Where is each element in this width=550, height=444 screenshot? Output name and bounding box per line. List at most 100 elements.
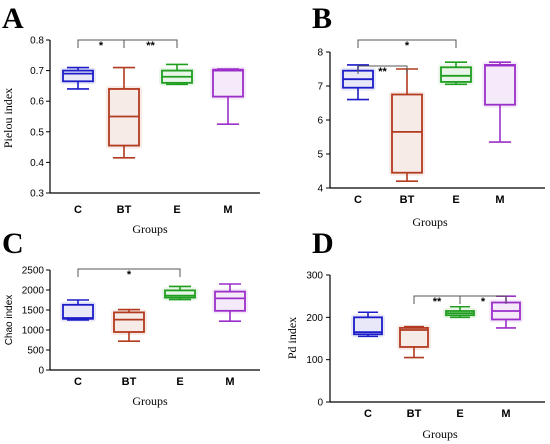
y-tick-label: 0.3 — [30, 189, 44, 200]
y-tick-label: 0.8 — [30, 36, 44, 47]
box-E — [162, 285, 198, 301]
panel-letter-A: A — [2, 2, 24, 35]
y-tick-label: 8 — [317, 48, 323, 59]
significance-label: * — [127, 269, 132, 281]
x-axis-title: Groups — [422, 427, 458, 441]
box-BT — [389, 68, 425, 182]
significance-bracket: ** — [123, 39, 178, 52]
significance-bracket: * — [357, 39, 457, 52]
x-category-label: BT — [400, 194, 415, 206]
box-M — [210, 66, 246, 125]
y-tick-label: 500 — [27, 346, 44, 357]
panel-letter-C: C — [2, 227, 24, 260]
y-axis-title: Chao index — [4, 295, 15, 346]
significance-label: ** — [378, 66, 387, 78]
y-tick-label: 200 — [306, 313, 323, 324]
box-glow — [212, 288, 248, 314]
y-tick-label: 4 — [317, 184, 323, 195]
box-BT — [111, 308, 147, 343]
box-iqr — [164, 289, 196, 299]
x-category-label: C — [354, 194, 362, 206]
x-category-label: M — [495, 194, 504, 206]
x-category-label: C — [364, 408, 372, 420]
bracket-line — [123, 39, 178, 48]
box-E — [159, 63, 195, 86]
box-iqr — [62, 69, 94, 83]
y-tick-label: 0 — [317, 398, 323, 409]
significance-bracket: * — [459, 295, 507, 308]
box-M — [212, 283, 248, 323]
box-iqr — [212, 68, 244, 98]
y-tick-label: 0.6 — [30, 97, 44, 108]
significance-label: * — [481, 296, 486, 308]
x-category-label: C — [74, 376, 82, 388]
box-glow — [482, 61, 518, 108]
significance-bracket: * — [77, 39, 125, 52]
box-BT — [397, 324, 431, 359]
bracket-line — [77, 268, 181, 277]
box-iqr — [399, 327, 429, 348]
x-category-label: E — [176, 376, 183, 388]
significance-label: * — [405, 40, 410, 52]
significance-bracket: * — [77, 268, 181, 281]
y-tick-label: 300 — [306, 271, 323, 282]
box-iqr — [214, 290, 246, 312]
panel-letter-D: D — [312, 227, 334, 260]
x-category-label: E — [456, 408, 463, 420]
bracket-line — [357, 39, 457, 48]
y-tick-label: 0 — [38, 366, 44, 377]
box-glow — [111, 309, 147, 335]
bracket-line — [459, 295, 507, 304]
box-glow — [397, 324, 431, 350]
box-C — [60, 299, 96, 322]
panel-letter-B: B — [312, 2, 332, 35]
y-tick-label: 0.7 — [30, 66, 44, 77]
y-tick-label: 1500 — [22, 306, 45, 317]
box-glow — [60, 67, 96, 85]
x-category-label: M — [501, 408, 510, 420]
y-tick-label: 1000 — [22, 326, 45, 337]
y-tick-label: 2000 — [22, 286, 45, 297]
x-category-label: C — [74, 204, 82, 216]
x-category-label: M — [225, 376, 234, 388]
x-category-label: E — [173, 204, 180, 216]
box-glow — [210, 66, 246, 100]
y-tick-label: 6 — [317, 116, 323, 127]
y-axis-title: Pd index — [285, 317, 299, 359]
x-axis-title: Groups — [412, 215, 448, 229]
y-tick-label: 100 — [306, 355, 323, 366]
box-glow — [438, 64, 474, 85]
box-C — [60, 66, 96, 90]
y-tick-label: 5 — [317, 150, 323, 161]
y-tick-label: 0.5 — [30, 127, 44, 138]
x-axis-title: Groups — [132, 222, 168, 236]
x-category-label: BT — [122, 376, 137, 388]
significance-label: * — [99, 40, 104, 52]
box-E — [443, 305, 477, 319]
box-iqr — [440, 66, 472, 83]
box-iqr — [353, 316, 383, 336]
significance-label: ** — [433, 296, 442, 308]
x-category-label: BT — [117, 204, 132, 216]
box-C — [351, 311, 385, 338]
bracket-line — [357, 65, 408, 74]
y-tick-label: 7 — [317, 82, 323, 93]
box-glow — [60, 301, 96, 322]
x-category-label: BT — [407, 408, 422, 420]
x-category-label: M — [223, 204, 232, 216]
box-glow — [389, 91, 425, 176]
box-iqr — [391, 93, 423, 174]
y-tick-label: 2500 — [22, 266, 45, 277]
x-category-label: E — [452, 194, 459, 206]
panel-C: C 0 500 1000 1500 2000 2500 Chao index C BT E M Grou… — [2, 227, 260, 408]
panel-A: A 0.3 0.4 0.5 0.6 0.7 0.8 Pielou index C BT E M Grou… — [1, 2, 260, 236]
significance-bracket: ** — [357, 65, 408, 78]
box-E — [438, 61, 474, 86]
y-axis-title: Pielou index — [1, 88, 15, 148]
box-iqr — [113, 311, 145, 333]
y-tick-label: 0.4 — [30, 158, 44, 169]
box-M — [482, 61, 518, 143]
